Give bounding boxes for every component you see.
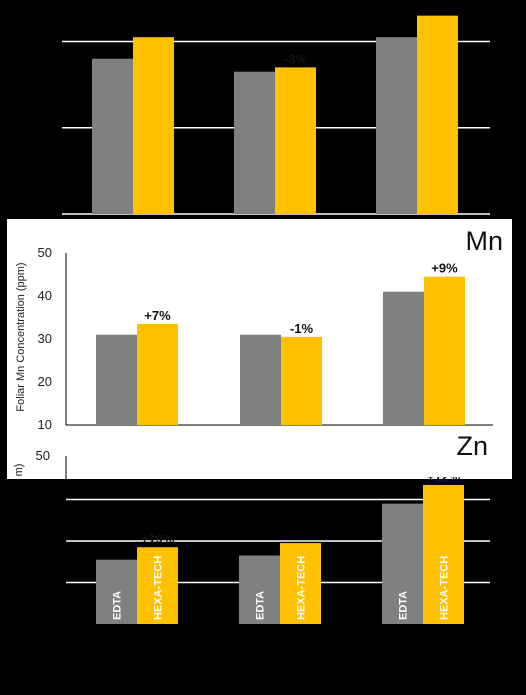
- zn-bar-hexa-tech-1: [137, 547, 178, 624]
- mn-y-tick-20: 20: [38, 374, 52, 389]
- zn-title: Zn: [456, 431, 488, 461]
- zn-bar-edta-3: [382, 503, 423, 624]
- zn-panel-top-edge: [7, 477, 512, 479]
- top-bar-hexa-tech-1: [133, 37, 174, 214]
- zn-bar-hexa-tech-2: [280, 543, 321, 624]
- mn-y-tick-50: 50: [38, 245, 52, 260]
- mn-change-label-2: -1%: [290, 321, 314, 336]
- top-change-label-2: -3%: [284, 51, 308, 66]
- zn-header-background: [7, 431, 512, 477]
- mn-change-label-3: +9%: [431, 261, 458, 276]
- zn-bar-label-edta-2: EDTA: [255, 591, 267, 620]
- zn-bar-label-edta-3: EDTA: [398, 591, 410, 620]
- mn-y-axis-label: Foliar Mn Concentration (ppm): [15, 262, 27, 411]
- mn-bar-hexa-tech-1: [137, 323, 178, 425]
- zn-bar-hexa-tech-3: [423, 484, 464, 624]
- mn-bar-hexa-tech-2: [281, 336, 322, 425]
- zn-y-axis-label-fragment: m): [13, 464, 25, 477]
- mn-bar-edta-2: [240, 334, 281, 425]
- top-bar-hexa-tech-2: [275, 67, 316, 214]
- mn-panel: 10 20 30 40 50 +7% -1% +9%: [38, 245, 493, 432]
- zn-bar-label-edta-1: EDTA: [112, 591, 124, 620]
- zn-y-tick-50: 50: [36, 448, 50, 463]
- top-panel: -3%: [62, 15, 490, 215]
- mn-title: Mn: [465, 226, 503, 256]
- top-bar-edta-2: [234, 71, 275, 214]
- zn-bar-edta-1: [96, 559, 137, 624]
- zn-bar-label-hexa-tech-3: HEXA-TECH: [439, 556, 451, 620]
- mn-bar-edta-3: [383, 291, 424, 425]
- mn-bar-edta-1: [96, 334, 137, 425]
- top-bar-edta-3: [376, 37, 417, 214]
- zn-bar-label-hexa-tech-1: HEXA-TECH: [153, 556, 165, 620]
- zn-change-label-1: +19%: [141, 531, 175, 546]
- mn-y-tick-30: 30: [38, 331, 52, 346]
- mn-bar-hexa-tech-3: [424, 276, 465, 425]
- mn-change-label-1: +7%: [144, 308, 171, 323]
- mn-y-tick-10: 10: [38, 417, 52, 432]
- zn-panel: EDTA HEXA-TECH +19% EDTA HEXA-TECH EDTA HEXA-T…: [66, 469, 490, 624]
- top-bar-hexa-tech-3: [417, 15, 458, 214]
- zn-bar-edta-2: [239, 555, 280, 624]
- zn-bar-label-hexa-tech-2: HEXA-TECH: [296, 556, 308, 620]
- top-bar-edta-1: [92, 58, 133, 214]
- mn-y-tick-40: 40: [38, 288, 52, 303]
